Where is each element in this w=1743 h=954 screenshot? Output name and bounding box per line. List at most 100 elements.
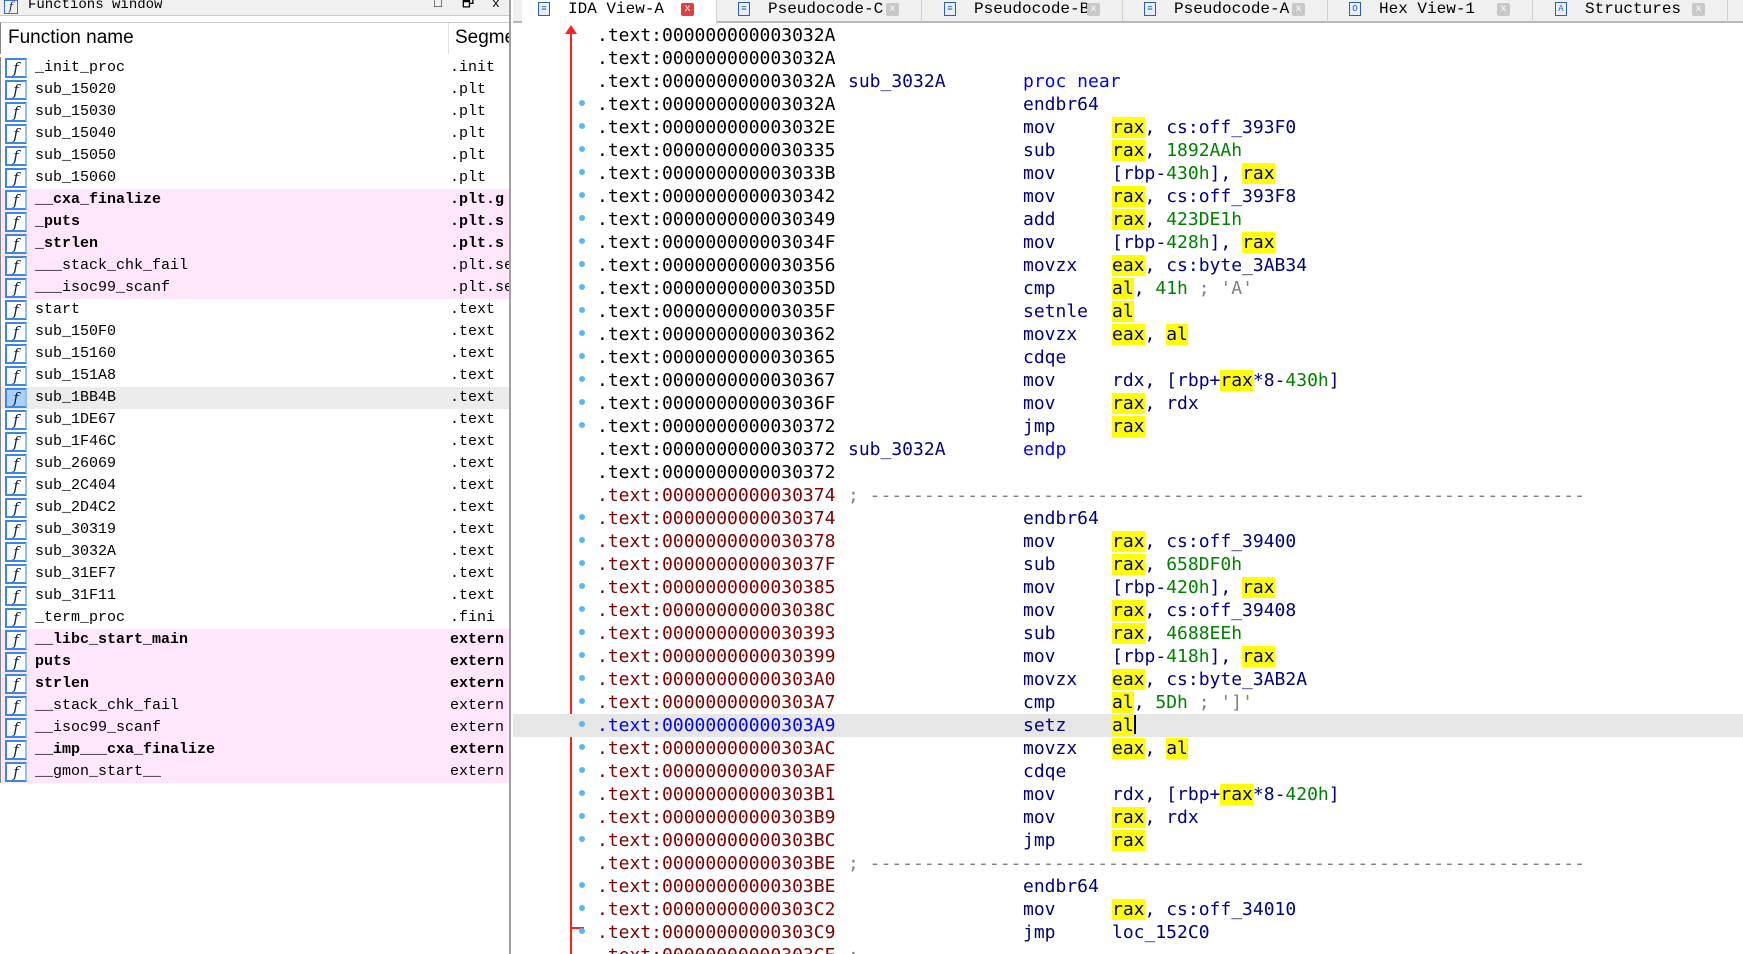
breakpoint-dot-icon[interactable]	[579, 560, 585, 566]
disasm-line[interactable]: .text:000000000003032A	[513, 25, 1743, 47]
disasm-line[interactable]: .text:00000000000303C2 mov rax, cs:off_340…	[513, 898, 1743, 921]
function-row[interactable]: f _init_proc .init	[0, 57, 509, 79]
operands[interactable]: loc_152C0	[1112, 921, 1210, 944]
ida-view-disassembly[interactable]: .text:000000000003032A .text:000000000003…	[513, 25, 1743, 954]
operands[interactable]: rax, cs:off_39400	[1112, 530, 1296, 553]
tab-close-icon[interactable]: x	[1087, 3, 1100, 16]
float-button[interactable]: 🗗	[462, 0, 475, 11]
breakpoint-dot-icon[interactable]	[579, 284, 585, 290]
breakpoint-dot-icon[interactable]	[579, 675, 585, 681]
breakpoint-dot-icon[interactable]	[579, 376, 585, 382]
function-row[interactable]: f sub_1DE67 .text	[0, 409, 509, 431]
operands[interactable]: rdx, [rbp+rax*8-420h]	[1112, 783, 1340, 806]
function-row[interactable]: f sub_15020 .plt	[0, 79, 509, 101]
function-row[interactable]: f ___stack_chk_fail .plt.se	[0, 255, 509, 277]
function-row[interactable]: f sub_3032A .text	[0, 541, 509, 563]
disasm-line[interactable]: .text:0000000000030362 movzx eax, al	[513, 323, 1743, 346]
line-label[interactable]: sub_3032A	[848, 71, 946, 92]
tab-hex-view-1[interactable]: O Hex View-1 x	[1333, 0, 1533, 22]
breakpoint-dot-icon[interactable]	[579, 882, 585, 888]
breakpoint-dot-icon[interactable]	[579, 192, 585, 198]
operands[interactable]: rax, 4688EEh	[1112, 622, 1242, 645]
function-row[interactable]: f sub_15040 .plt	[0, 123, 509, 145]
breakpoint-dot-icon[interactable]	[579, 537, 585, 543]
function-row[interactable]: f __gmon_start__ extern	[0, 761, 509, 783]
function-row[interactable]: f __libc_start_main extern	[0, 629, 509, 651]
breakpoint-dot-icon[interactable]	[579, 652, 585, 658]
tab-close-icon[interactable]: x	[886, 3, 899, 16]
breakpoint-dot-icon[interactable]	[579, 928, 585, 934]
operands[interactable]: rax, rdx	[1112, 392, 1199, 415]
disasm-line[interactable]: .text:00000000000303B9 mov rax, rdx	[513, 806, 1743, 829]
breakpoint-dot-icon[interactable]	[579, 790, 585, 796]
maximize-button[interactable]: □	[434, 0, 442, 11]
disasm-line[interactable]: .text:000000000003036F mov rax, rdx	[513, 392, 1743, 415]
disasm-line[interactable]: .text:0000000000030399 mov [rbp-418h], rax	[513, 645, 1743, 668]
tab-pseudocode-a[interactable]: ≡ Pseudocode-A x	[1128, 0, 1328, 22]
disasm-line[interactable]: .text:000000000003038C mov rax, cs:off_394…	[513, 599, 1743, 622]
breakpoint-dot-icon[interactable]	[579, 399, 585, 405]
operands[interactable]: [rbp-430h], rax	[1112, 162, 1275, 185]
operands[interactable]: rdx, [rbp+rax*8-430h]	[1112, 369, 1340, 392]
disasm-line[interactable]: .text:000000000003032A	[513, 47, 1743, 70]
disasm-line[interactable]: .text:0000000000030372 sub_3032A endp	[513, 438, 1743, 461]
tab-pseudocode-c[interactable]: ≡ Pseudocode-C x	[722, 0, 922, 22]
disasm-line[interactable]: .text:0000000000030378 mov rax, cs:off_394…	[513, 530, 1743, 553]
disasm-line[interactable]: .text:0000000000030374 ; ----------------…	[513, 484, 1743, 507]
breakpoint-dot-icon[interactable]	[579, 146, 585, 152]
function-row[interactable]: f sub_2C404 .text	[0, 475, 509, 497]
breakpoint-dot-icon[interactable]	[579, 307, 585, 313]
function-row[interactable]: f sub_2D4C2 .text	[0, 497, 509, 519]
operands[interactable]: [rbp-418h], rax	[1112, 645, 1275, 668]
breakpoint-dot-icon[interactable]	[579, 606, 585, 612]
function-row[interactable]: f puts extern	[0, 651, 509, 673]
breakpoint-dot-icon[interactable]	[579, 583, 585, 589]
function-row[interactable]: f sub_150F0 .text	[0, 321, 509, 343]
disasm-line[interactable]: .text:00000000000303A0 movzx eax, cs:byte_…	[513, 668, 1743, 691]
disasm-line[interactable]: .text:00000000000303AC movzx eax, al	[513, 737, 1743, 760]
breakpoint-dot-icon[interactable]	[579, 905, 585, 911]
operands[interactable]: al, 5Dh ; ']'	[1112, 691, 1253, 714]
breakpoint-dot-icon[interactable]	[579, 169, 585, 175]
disasm-line[interactable]: .text:0000000000030367 mov rdx, [rbp+rax*8…	[513, 369, 1743, 392]
function-row[interactable]: f sub_15060 .plt	[0, 167, 509, 189]
breakpoint-dot-icon[interactable]	[579, 629, 585, 635]
breakpoint-dot-icon[interactable]	[579, 813, 585, 819]
disasm-line[interactable]: .text:0000000000030385 mov [rbp-420h], rax	[513, 576, 1743, 599]
function-row[interactable]: f sub_15030 .plt	[0, 101, 509, 123]
breakpoint-dot-icon[interactable]	[579, 698, 585, 704]
disasm-line[interactable]: .text:00000000000303BE endbr64	[513, 875, 1743, 898]
operands[interactable]: rax, rdx	[1112, 806, 1199, 829]
disasm-line[interactable]: .text:00000000000303CE;	[513, 944, 1743, 954]
operands[interactable]: rax, cs:off_393F0	[1112, 116, 1296, 139]
operands[interactable]: rax, cs:off_39408	[1112, 599, 1296, 622]
operands[interactable]: eax, cs:byte_3AB2A	[1112, 668, 1307, 691]
function-row[interactable]: f sub_30319 .text	[0, 519, 509, 541]
breakpoint-dot-icon[interactable]	[579, 514, 585, 520]
operands[interactable]: rax, cs:off_393F8	[1112, 185, 1296, 208]
disasm-line[interactable]: .text:0000000000030342 mov rax, cs:off_393…	[513, 185, 1743, 208]
tab-close-icon[interactable]: x	[1497, 3, 1510, 16]
function-row[interactable]: f sub_15050 .plt	[0, 145, 509, 167]
operands[interactable]: eax, cs:byte_3AB34	[1112, 254, 1307, 277]
disasm-line[interactable]: .text:0000000000030356 movzx eax, cs:byte_…	[513, 254, 1743, 277]
disasm-line[interactable]: .text:00000000000303A7 cmp al, 5Dh ; ']'	[513, 691, 1743, 714]
function-row[interactable]: f sub_15160 .text	[0, 343, 509, 365]
operands[interactable]: eax, al	[1112, 737, 1188, 760]
disasm-line[interactable]: .text:0000000000030374 endbr64	[513, 507, 1743, 530]
operands[interactable]: rax	[1112, 829, 1145, 852]
operands[interactable]: rax, 423DE1h	[1112, 208, 1242, 231]
tab-close-icon[interactable]: x	[1292, 3, 1305, 16]
disasm-line[interactable]: .text:000000000003032E mov rax, cs:off_393…	[513, 116, 1743, 139]
disasm-line[interactable]: .text:0000000000030372	[513, 461, 1743, 484]
disasm-line[interactable]: .text:0000000000030393 sub rax, 4688EEh	[513, 622, 1743, 645]
breakpoint-dot-icon[interactable]	[579, 836, 585, 842]
function-row[interactable]: f sub_151A8 .text	[0, 365, 509, 387]
disasm-line[interactable]: .text:00000000000303BC jmp rax	[513, 829, 1743, 852]
function-row[interactable]: f sub_31F11 .text	[0, 585, 509, 607]
function-row[interactable]: f sub_1BB4B .text	[0, 387, 509, 409]
line-label[interactable]: sub_3032A	[848, 439, 946, 460]
disasm-line[interactable]: .text:00000000000303BE ; ----------------…	[513, 852, 1743, 875]
column-header-function-name[interactable]: Function name	[8, 27, 134, 48]
function-row[interactable]: f __stack_chk_fail extern	[0, 695, 509, 717]
